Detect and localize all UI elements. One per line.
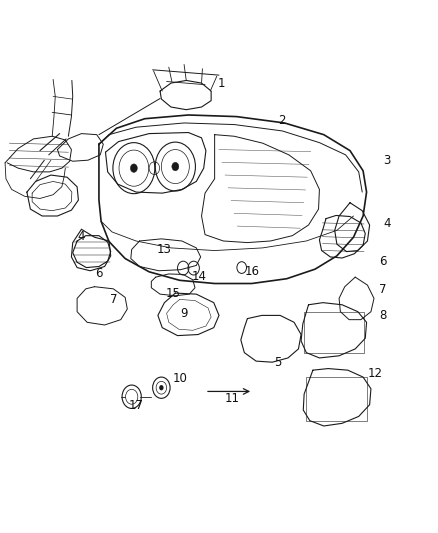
Bar [306,377,367,421]
Text: 9: 9 [180,307,188,320]
Text: 3: 3 [383,154,391,167]
Text: 12: 12 [368,367,383,381]
Text: 6: 6 [379,255,386,268]
Text: 7: 7 [110,294,118,306]
Text: 6: 6 [95,267,102,280]
Text: 10: 10 [172,372,187,385]
Text: 4: 4 [383,217,391,230]
Text: 11: 11 [225,392,240,405]
Text: 5: 5 [274,356,282,369]
Text: 1: 1 [217,77,225,90]
Text: 4: 4 [78,230,85,243]
Bar [304,312,364,353]
Text: 2: 2 [279,114,286,127]
Text: 15: 15 [166,287,180,300]
Text: 13: 13 [157,243,172,256]
Circle shape [131,164,138,172]
Circle shape [172,163,179,171]
Text: 14: 14 [192,270,207,282]
Text: 17: 17 [128,399,144,413]
Text: 8: 8 [379,309,386,322]
Circle shape [159,385,163,390]
Text: 7: 7 [379,284,386,296]
Text: 16: 16 [244,265,259,278]
